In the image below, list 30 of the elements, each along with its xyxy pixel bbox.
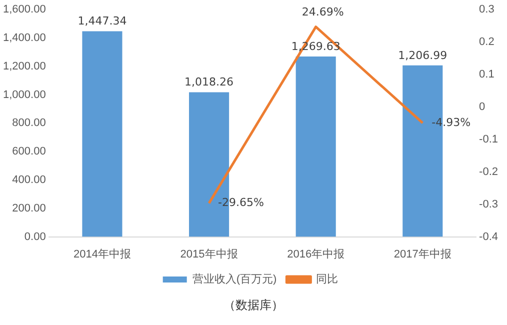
y-tick-label: 200.00: [12, 202, 46, 214]
y2-tick-label: 0: [479, 101, 486, 114]
y2-tick-label: -0.4: [479, 230, 498, 243]
y-tick-label: 1,400.00: [2, 32, 46, 44]
y2-tick-label: 0.1: [479, 68, 494, 81]
y2-tick-label: 0.2: [479, 36, 494, 48]
x-tick-label: 2016年中报: [287, 247, 345, 260]
y-tick-label: 1,200.00: [2, 60, 46, 72]
y2-tick-label: -0.3: [479, 198, 498, 210]
bar: [82, 31, 122, 237]
legend-label: 同比: [316, 272, 338, 286]
x-tick-label: 2015年中报: [180, 247, 238, 260]
data-label: 1,447.34: [78, 14, 127, 28]
y-tick-label: 800.00: [12, 117, 46, 130]
y-tick-label: 600.00: [12, 146, 46, 158]
x-tick-label: 2017年中报: [394, 247, 452, 260]
y-tick-label: 1,600.00: [2, 4, 46, 16]
y-tick-label: 1,000.00: [2, 88, 46, 101]
bar: [296, 56, 336, 237]
y-tick-label: 400.00: [12, 174, 46, 186]
data-label: 1,206.99: [398, 48, 448, 62]
y2-tick-label: 0.3: [479, 4, 494, 16]
y2-tick-label: -0.2: [479, 166, 498, 178]
x-tick-label: 2014年中报: [73, 247, 131, 260]
data-label: 1,018.26: [184, 76, 234, 89]
y2-tick-label: -0.1: [479, 133, 498, 146]
text: （数据库）: [222, 297, 284, 314]
y-tick-label: 0.00: [24, 230, 46, 243]
legend-label: 营业收入(百万元): [192, 272, 277, 286]
data-label: 24.69%: [302, 6, 344, 19]
